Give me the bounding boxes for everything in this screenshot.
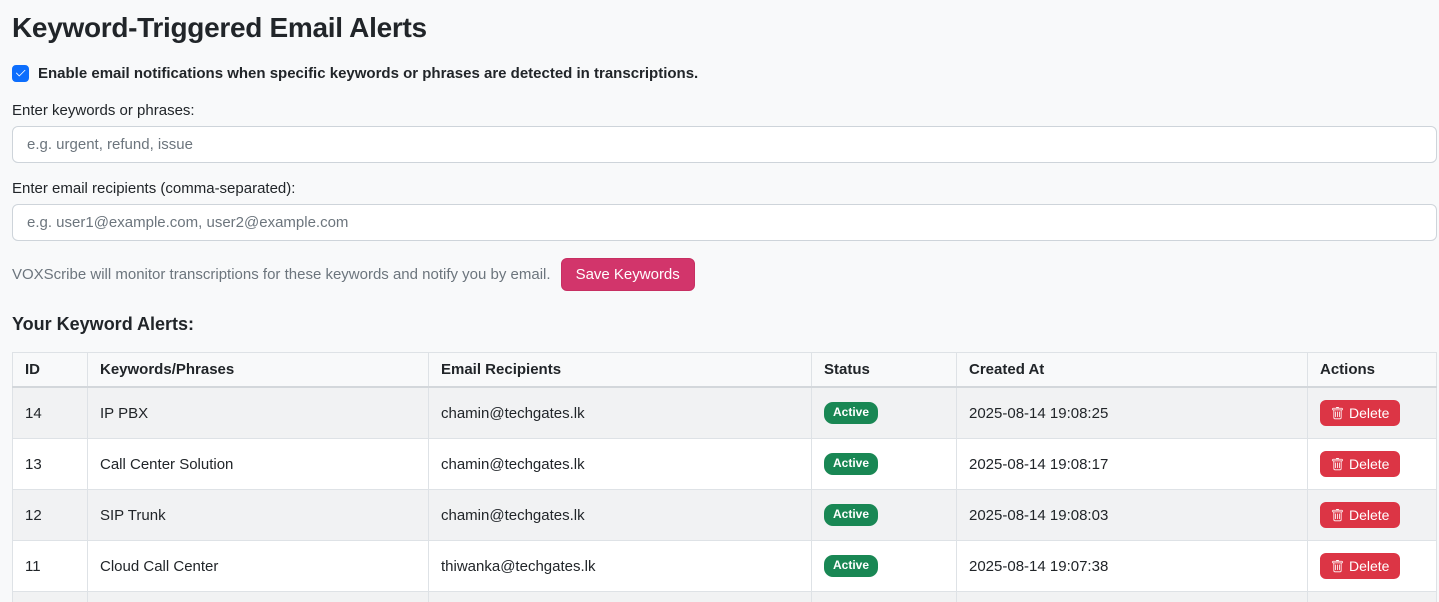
alerts-heading: Your Keyword Alerts: (12, 314, 195, 334)
table-row: 11 Cloud Call Center thiwanka@techgates.… (12, 540, 1437, 592)
cell-created-at: 2025-08-14 19:07:38 (956, 540, 1308, 592)
header-actions: Actions (1307, 352, 1437, 388)
cell-created-at: 2025-08-14 19:08:03 (956, 489, 1308, 541)
header-id: ID (12, 352, 88, 388)
delete-button[interactable]: Delete (1320, 400, 1401, 426)
cell-keywords: Cloud Hosted PBX (87, 591, 429, 602)
status-badge: Active (824, 453, 879, 475)
status-badge: Active (824, 402, 879, 424)
table-row: 10 Cloud Hosted PBX thiwanka@techgates.l… (12, 591, 1437, 602)
save-row: VOXScribe will monitor transcriptions fo… (12, 258, 1439, 291)
cell-recipients: chamin@techgates.lk (428, 438, 812, 490)
table-row: 12 SIP Trunk chamin@techgates.lk Active … (12, 489, 1437, 541)
header-keywords: Keywords/Phrases (87, 352, 429, 388)
cell-actions: Delete (1307, 438, 1437, 490)
enable-notifications-row: Enable email notifications when specific… (12, 65, 1439, 82)
helper-text: VOXScribe will monitor transcriptions fo… (12, 266, 551, 283)
delete-button[interactable]: Delete (1320, 502, 1401, 528)
page-title: Keyword-Triggered Email Alerts (12, 12, 427, 43)
enable-notifications-checkbox[interactable] (12, 65, 29, 82)
cell-recipients: chamin@techgates.lk (428, 489, 812, 541)
trash-icon (1332, 457, 1343, 470)
cell-status: Active (811, 386, 957, 439)
keywords-label: Enter keywords or phrases: (12, 102, 195, 119)
cell-keywords: IP PBX (87, 386, 429, 439)
header-recipients: Email Recipients (428, 352, 812, 388)
cell-recipients: thiwanka@techgates.lk (428, 540, 812, 592)
cell-created-at: 2025-08-14 19:08:25 (956, 386, 1308, 439)
trash-icon (1332, 559, 1343, 572)
delete-button-label: Delete (1349, 405, 1390, 421)
delete-button-label: Delete (1349, 507, 1390, 523)
delete-button[interactable]: Delete (1320, 451, 1401, 477)
check-icon (16, 69, 26, 77)
cell-recipients: thiwanka@techgates.lk (428, 591, 812, 602)
enable-notifications-label: Enable email notifications when specific… (38, 65, 699, 82)
cell-actions: Delete (1307, 386, 1437, 439)
cell-actions: Delete (1307, 489, 1437, 541)
cell-status: Active (811, 591, 957, 602)
delete-button[interactable]: Delete (1320, 553, 1401, 579)
cell-created-at: 2025-08-14 19:07:26 (956, 591, 1308, 602)
table-row: 13 Call Center Solution chamin@techgates… (12, 438, 1437, 490)
save-keywords-button[interactable]: Save Keywords (560, 258, 695, 291)
header-created-at: Created At (956, 352, 1308, 388)
header-status: Status (811, 352, 957, 388)
delete-button-label: Delete (1349, 558, 1390, 574)
status-badge: Active (824, 504, 879, 526)
cell-id: 14 (12, 386, 88, 439)
cell-id: 13 (12, 438, 88, 490)
keyword-alerts-table: ID Keywords/Phrases Email Recipients Sta… (12, 352, 1437, 602)
trash-icon (1332, 406, 1343, 419)
recipients-label: Enter email recipients (comma-separated)… (12, 180, 296, 197)
cell-actions: Delete (1307, 540, 1437, 592)
table-header-row: ID Keywords/Phrases Email Recipients Sta… (12, 352, 1437, 388)
cell-status: Active (811, 540, 957, 592)
cell-status: Active (811, 489, 957, 541)
cell-id: 10 (12, 591, 88, 602)
cell-recipients: chamin@techgates.lk (428, 386, 812, 439)
cell-status: Active (811, 438, 957, 490)
table-row: 14 IP PBX chamin@techgates.lk Active 202… (12, 386, 1437, 439)
cell-keywords: SIP Trunk (87, 489, 429, 541)
keywords-input[interactable] (12, 126, 1437, 163)
cell-keywords: Call Center Solution (87, 438, 429, 490)
recipients-input[interactable] (12, 204, 1437, 241)
cell-id: 11 (12, 540, 88, 592)
trash-icon (1332, 508, 1343, 521)
cell-id: 12 (12, 489, 88, 541)
cell-actions: Delete (1307, 591, 1437, 602)
status-badge: Active (824, 555, 879, 577)
cell-keywords: Cloud Call Center (87, 540, 429, 592)
delete-button-label: Delete (1349, 456, 1390, 472)
cell-created-at: 2025-08-14 19:08:17 (956, 438, 1308, 490)
alerts-table-body: 14 IP PBX chamin@techgates.lk Active 202… (12, 386, 1437, 602)
